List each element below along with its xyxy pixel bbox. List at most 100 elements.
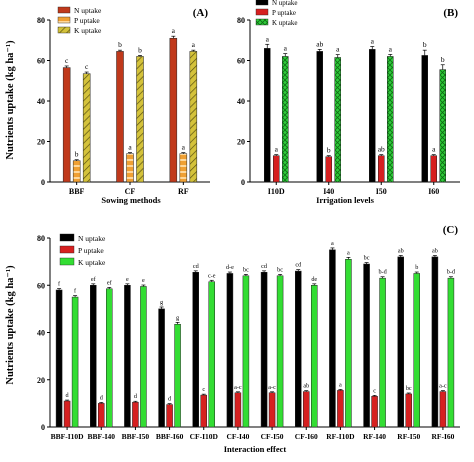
significance-letter: c: [85, 62, 89, 71]
panel-c-x-axis-label: Interaction effect: [224, 444, 287, 454]
significance-letter: ab: [432, 247, 438, 254]
significance-letter: cd: [261, 263, 268, 270]
y-tick-label: 40: [237, 97, 245, 106]
significance-letter: b: [327, 146, 331, 155]
panel-c-y-axis-label: Nutrients uptake (kg ha⁻¹): [5, 265, 16, 385]
bar: [397, 256, 404, 428]
bar: [378, 155, 385, 183]
significance-letter: d: [66, 392, 70, 399]
x-tick-label: RF-I10D: [326, 432, 355, 441]
bar: [71, 296, 79, 428]
bar: [264, 48, 271, 183]
significance-letter: b-d: [447, 269, 456, 276]
y-tick-label: 60: [37, 281, 45, 290]
significance-letter: e: [126, 276, 129, 283]
bar: [169, 37, 178, 183]
y-tick-label: 80: [37, 234, 45, 243]
legend-label: P uptake: [78, 246, 104, 255]
y-tick-label: 0: [41, 178, 45, 187]
significance-letter: a-c: [234, 384, 242, 391]
bar: [371, 396, 378, 428]
y-tick-label: 0: [241, 178, 245, 187]
bar: [295, 270, 302, 428]
bar: [405, 393, 412, 428]
legend-swatch: [255, 18, 269, 26]
significance-letter: b-d: [378, 269, 387, 276]
significance-letter: a: [389, 44, 393, 53]
bar: [387, 56, 394, 183]
significance-letter: a-c: [268, 384, 276, 391]
significance-letter: b: [423, 40, 427, 49]
significance-letter: b: [75, 150, 79, 159]
bar: [268, 392, 276, 428]
bar: [431, 256, 439, 428]
significance-letter: ab: [303, 383, 309, 390]
x-tick-label: RF-I40: [363, 432, 386, 441]
x-tick-label: CF-I10D: [190, 432, 219, 441]
bar: [234, 392, 242, 428]
bar: [439, 391, 447, 428]
significance-letter: cd: [295, 262, 302, 269]
x-tick-label: RF: [178, 187, 189, 196]
significance-letter: f: [74, 288, 77, 295]
legend-label: K uptake: [272, 19, 297, 27]
bar: [303, 391, 310, 428]
significance-letter: a: [347, 249, 350, 256]
bar: [132, 401, 139, 428]
significance-letter: ef: [91, 276, 97, 283]
y-tick-label: 60: [37, 57, 45, 66]
panel-b-label: (B): [443, 7, 458, 19]
significance-letter: a: [371, 37, 375, 46]
bar: [273, 155, 280, 183]
bar: [413, 273, 420, 428]
significance-letter: d: [134, 393, 138, 400]
significance-letter: d: [168, 396, 172, 403]
bar: [200, 394, 207, 428]
significance-letter: f: [58, 281, 61, 288]
y-tick-label: 60: [237, 57, 245, 66]
significance-letter: a: [284, 44, 288, 53]
panel-a-label: (A): [193, 7, 209, 19]
bar: [260, 272, 268, 428]
bar: [90, 285, 97, 428]
bar: [311, 285, 318, 428]
y-tick-label: 40: [37, 329, 45, 338]
significance-letter: b: [138, 45, 142, 54]
bar: [316, 51, 323, 183]
bar: [98, 403, 105, 428]
significance-letter: e: [142, 277, 145, 284]
bar: [158, 308, 165, 428]
bar: [325, 156, 332, 183]
bar: [179, 153, 188, 183]
panel-c: Nutrients uptake (kg ha⁻¹) (C) Interacti…: [5, 224, 460, 454]
legend-label: P uptake: [74, 16, 100, 25]
bar: [282, 56, 289, 183]
x-tick-label: I40: [323, 187, 334, 196]
x-tick-label: BBF-I10D: [51, 432, 85, 441]
bar: [126, 153, 134, 183]
legend-label: K uptake: [74, 26, 102, 35]
significance-letter: a-c: [439, 383, 447, 390]
significance-letter: bc: [364, 255, 370, 262]
bar: [136, 56, 144, 183]
x-tick-label: CF-I40: [226, 432, 249, 441]
legend-swatch: [59, 245, 75, 254]
x-tick-label: BBF: [69, 187, 85, 196]
panel-a-x-axis-label: Sowing methods: [101, 195, 161, 205]
y-tick-label: 40: [37, 97, 45, 106]
bar: [242, 275, 250, 428]
significance-letter: bc: [277, 266, 283, 273]
significance-letter: a: [275, 145, 279, 154]
significance-letter: a: [432, 145, 436, 154]
legend-label: N uptake: [272, 0, 297, 7]
significance-letter: a: [266, 34, 270, 43]
bar: [82, 73, 91, 183]
panel-a: (A) Sowing methods 0 20 40 60 80 c b c BBF b a b CF a…: [37, 6, 210, 205]
x-tick-label: BBF-I40: [87, 432, 115, 441]
significance-letter: c: [65, 56, 69, 65]
significance-letter: g: [160, 299, 163, 306]
significance-letter: bc: [406, 385, 412, 392]
significance-letter: cd: [193, 263, 200, 270]
significance-letter: c: [202, 386, 205, 393]
bar: [369, 49, 376, 183]
